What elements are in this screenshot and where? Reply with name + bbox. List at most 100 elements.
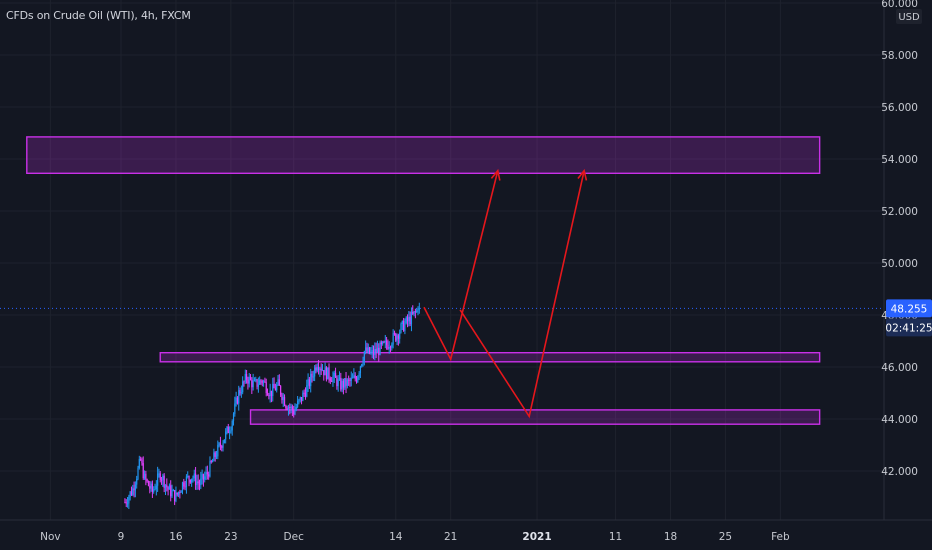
candle bbox=[147, 481, 150, 486]
candle bbox=[211, 461, 214, 463]
candle bbox=[413, 311, 415, 314]
candle bbox=[303, 392, 305, 394]
candle bbox=[376, 347, 379, 353]
candle bbox=[234, 403, 236, 414]
price-axis-panel[interactable] bbox=[884, 0, 932, 520]
candle bbox=[350, 377, 352, 381]
candle bbox=[194, 473, 197, 486]
candle bbox=[208, 474, 210, 477]
candle bbox=[286, 408, 288, 410]
candle bbox=[302, 392, 304, 402]
candle bbox=[197, 481, 199, 484]
candle bbox=[242, 381, 244, 393]
currency-box[interactable] bbox=[896, 9, 922, 24]
zone-resistance[interactable] bbox=[26, 136, 821, 174]
candle bbox=[375, 348, 377, 353]
time-tick-label: Feb bbox=[771, 531, 790, 543]
candle bbox=[201, 474, 203, 479]
candle bbox=[397, 335, 399, 339]
candle bbox=[162, 475, 164, 480]
price-tick-label: 42.000 bbox=[881, 466, 918, 478]
candle bbox=[328, 367, 330, 379]
candle bbox=[401, 320, 403, 325]
candle bbox=[317, 367, 320, 370]
candle bbox=[223, 439, 225, 444]
candle bbox=[370, 351, 372, 354]
candle bbox=[228, 431, 231, 433]
candle bbox=[361, 364, 363, 367]
candle bbox=[168, 485, 171, 490]
candle bbox=[137, 467, 139, 479]
candle bbox=[405, 317, 407, 324]
candle bbox=[323, 370, 325, 376]
candle bbox=[193, 473, 195, 479]
candle bbox=[189, 479, 191, 483]
candle bbox=[179, 491, 181, 493]
candle bbox=[270, 390, 273, 397]
candle bbox=[324, 367, 326, 376]
candle bbox=[354, 375, 356, 379]
candle bbox=[287, 407, 290, 410]
candle bbox=[392, 333, 394, 345]
candle bbox=[408, 316, 410, 322]
candle bbox=[300, 397, 303, 402]
candle bbox=[406, 317, 409, 322]
candle bbox=[196, 481, 198, 486]
candle bbox=[132, 488, 134, 495]
candle bbox=[273, 383, 275, 389]
candle bbox=[341, 380, 343, 390]
projection-path-b[interactable] bbox=[459, 170, 585, 419]
candle bbox=[403, 320, 405, 332]
candle bbox=[183, 482, 185, 487]
candle bbox=[256, 379, 258, 387]
candle bbox=[141, 459, 143, 464]
arrow-head bbox=[577, 168, 588, 181]
candle bbox=[170, 485, 172, 497]
candle bbox=[276, 384, 278, 391]
projection-path-a[interactable] bbox=[423, 170, 499, 362]
candle bbox=[295, 406, 297, 410]
candle bbox=[365, 347, 367, 352]
candle bbox=[383, 341, 385, 343]
candle bbox=[218, 443, 220, 445]
candle bbox=[374, 348, 376, 356]
candle bbox=[244, 373, 246, 382]
projection-arrows bbox=[423, 168, 588, 419]
candle bbox=[159, 473, 161, 480]
candle bbox=[362, 361, 364, 365]
candle bbox=[316, 367, 318, 371]
candle bbox=[158, 473, 160, 475]
candle bbox=[239, 390, 241, 394]
zone-support-lower[interactable] bbox=[249, 409, 821, 425]
candle bbox=[281, 394, 283, 401]
candle bbox=[344, 378, 346, 388]
candle bbox=[263, 381, 265, 383]
candle bbox=[359, 366, 362, 374]
price-tick-label: 54.000 bbox=[881, 154, 918, 166]
candle bbox=[315, 367, 317, 371]
candle bbox=[174, 490, 176, 502]
candle bbox=[265, 382, 267, 393]
candle bbox=[246, 373, 248, 380]
time-axis-panel[interactable] bbox=[0, 520, 932, 550]
candle bbox=[340, 377, 342, 390]
candle bbox=[327, 367, 329, 380]
candle bbox=[187, 475, 189, 477]
candle bbox=[283, 396, 286, 406]
candle bbox=[332, 376, 334, 382]
candle bbox=[304, 393, 307, 397]
candle bbox=[142, 463, 144, 479]
candle bbox=[387, 344, 389, 349]
price-tick-label: 52.000 bbox=[881, 206, 918, 218]
candle bbox=[264, 381, 266, 383]
candle bbox=[225, 431, 227, 440]
candle bbox=[181, 482, 184, 492]
candle bbox=[277, 379, 279, 385]
candle bbox=[191, 478, 193, 483]
candle bbox=[321, 370, 324, 372]
candle bbox=[164, 484, 167, 488]
last-price-badge[interactable] bbox=[886, 299, 932, 318]
candle bbox=[320, 368, 322, 371]
candle bbox=[266, 392, 269, 396]
